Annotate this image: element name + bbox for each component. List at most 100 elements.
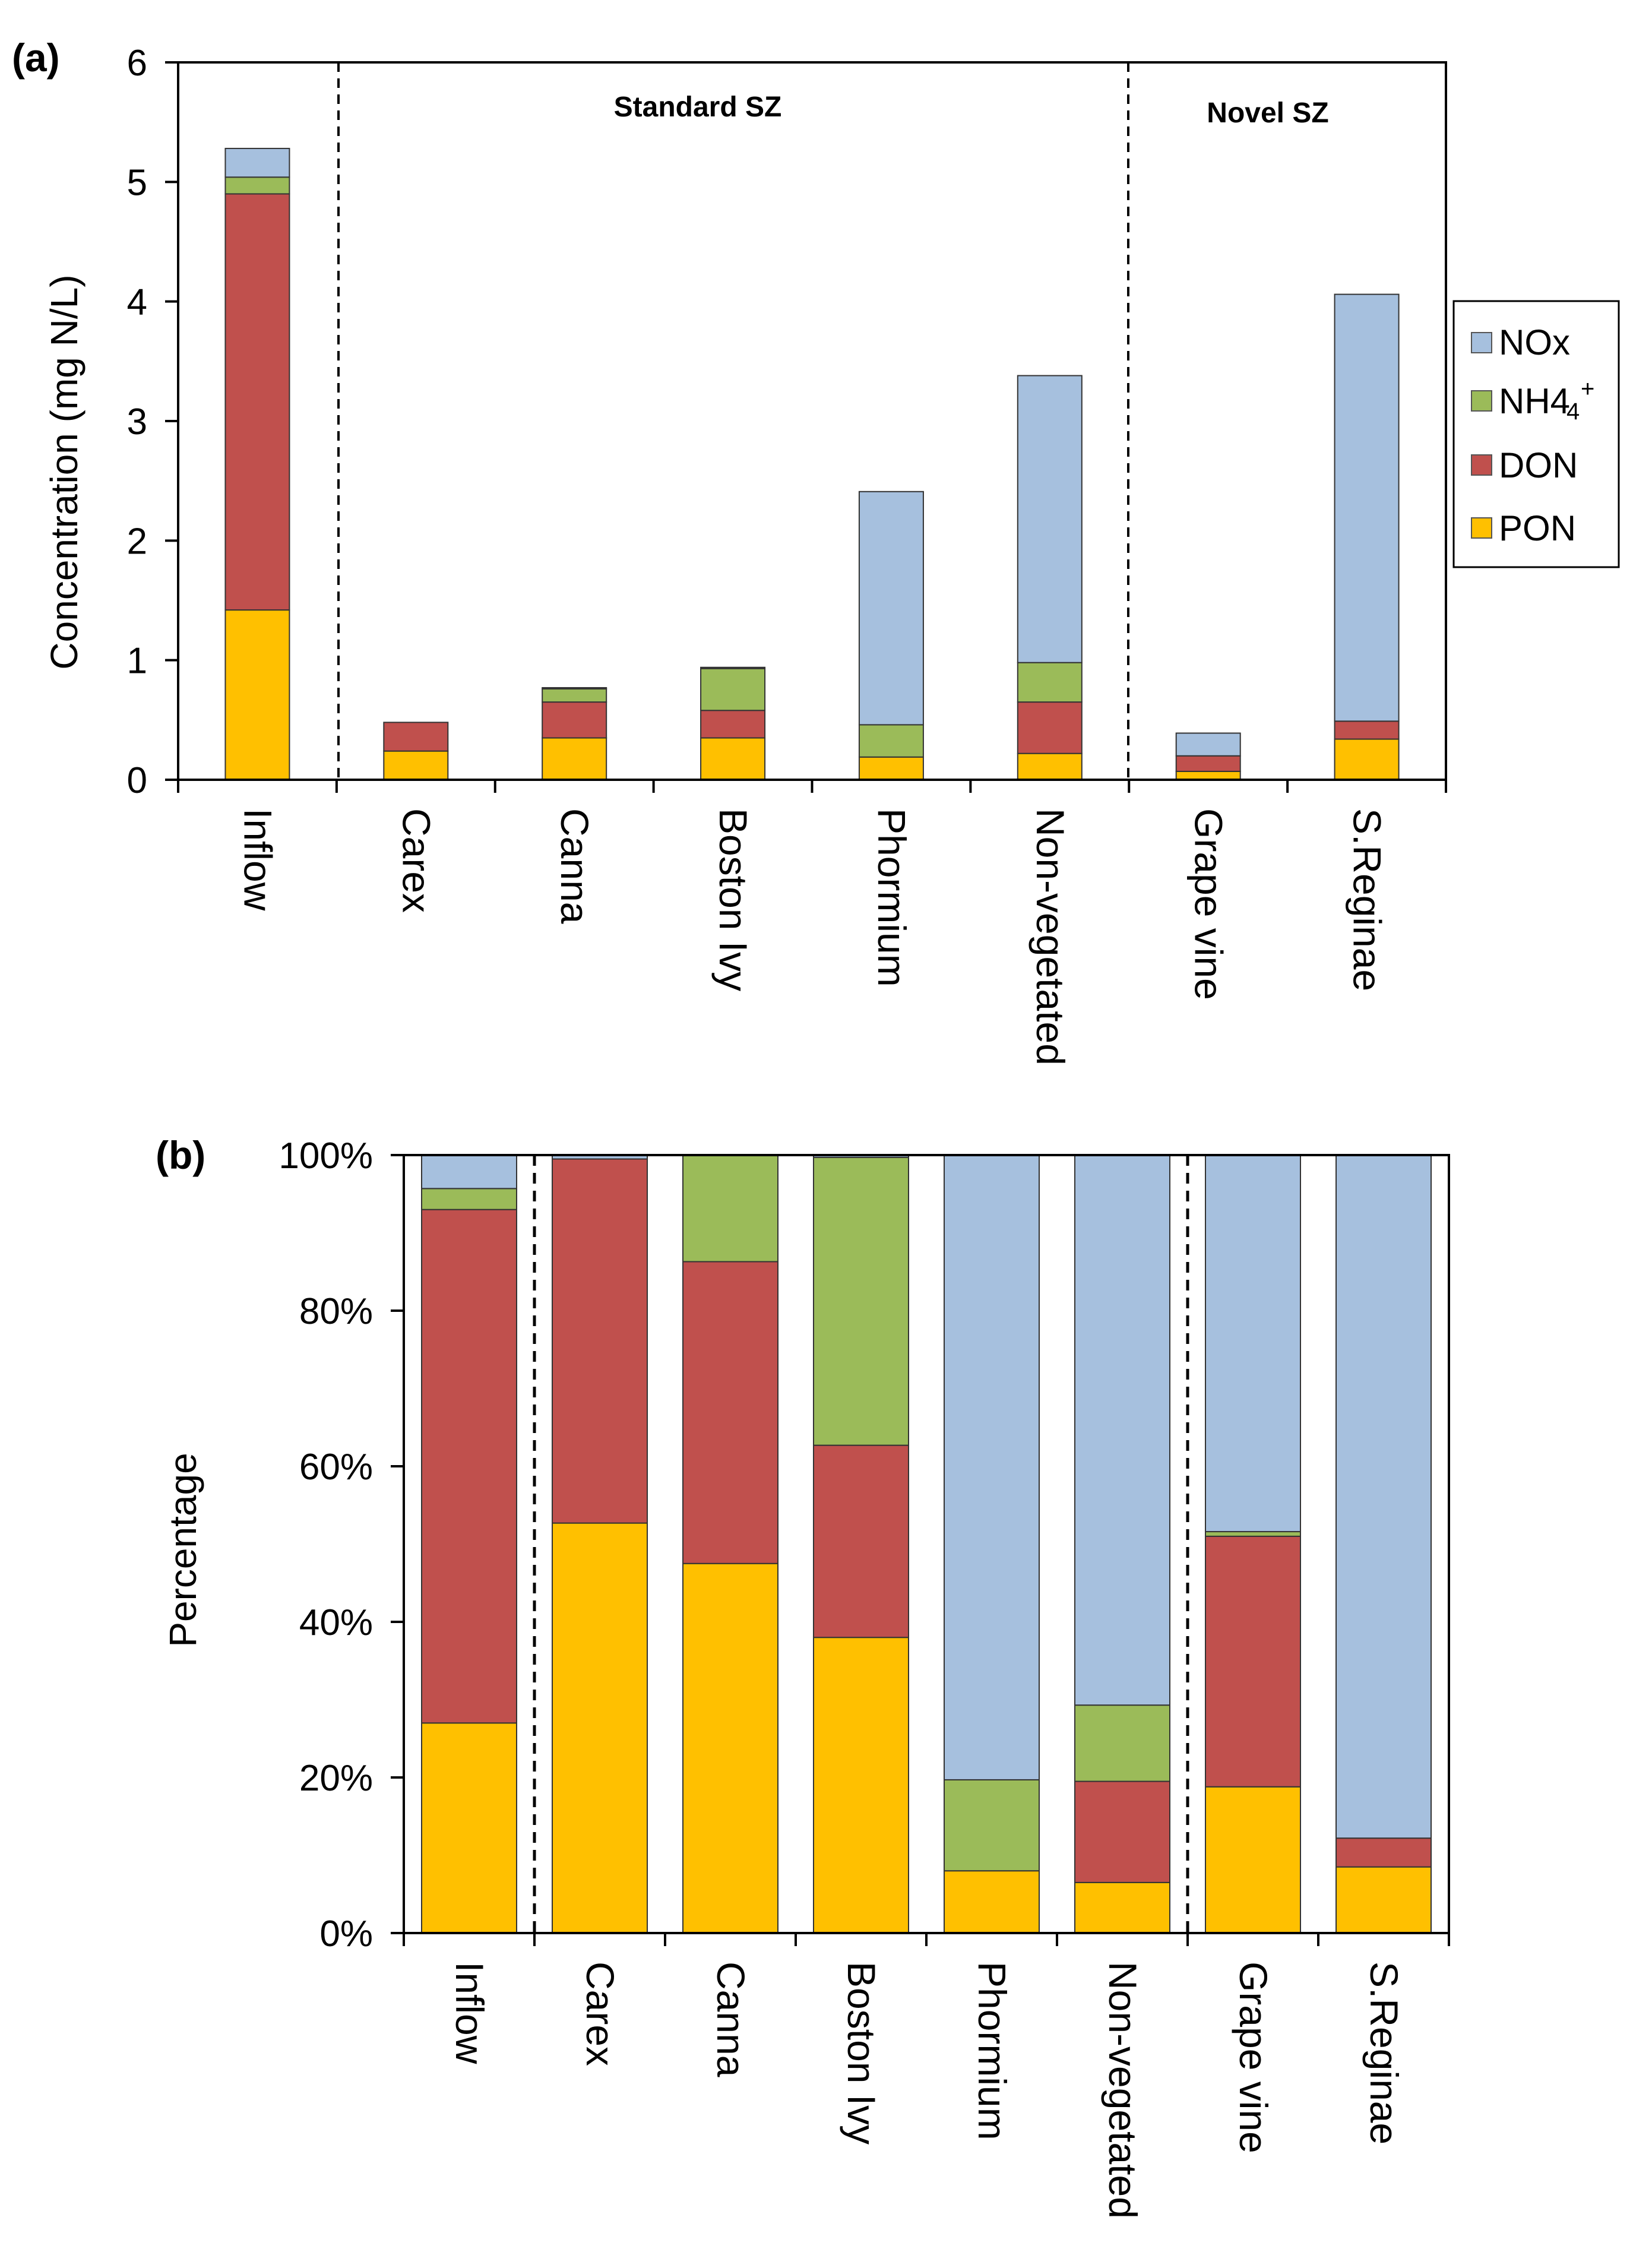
b-y-tick-label: 80% [299,1291,373,1332]
a-bar-phormium-pon [858,756,924,781]
a-category-label-s-reginae: S.Reginae [1346,808,1390,991]
b-bar-canna-don [682,1261,778,1564]
a-bar-inflow-nox [224,147,290,178]
a-y-tick-label: 1 [127,641,147,682]
legend-label-nox: NOx [1499,322,1570,362]
panel-a-y-axis-title: Concentration (mg N/L) [43,274,86,669]
a-bar-grape-vine-nox [1175,732,1241,757]
panel-a-bars [224,147,1400,781]
a-bar-canna-nh4 [542,688,607,703]
a-bar-inflow-don [224,193,290,611]
b-category-label-phormium: Phormium [970,1962,1014,2140]
b-bar-s-reginae-nox [1335,1154,1432,1839]
legend-swatch-nh4 [1471,390,1492,412]
a-category-label-non-vegetated: Non-vegetated [1028,808,1072,1065]
a-bar-grape-vine-don [1175,755,1241,772]
a-y-tick-label: 6 [127,43,147,84]
a-y-tick-label: 5 [127,162,147,203]
a-bar-phormium-nox [858,491,924,726]
b-bar-grape-vine-don [1205,1535,1301,1788]
a-bar-boston-ivy-pon [700,737,766,780]
panel-b-label: (b) [156,1133,205,1177]
a-bar-grape-vine-pon [1175,770,1241,780]
b-bar-s-reginae-pon [1335,1866,1432,1934]
a-bar-canna-pon [542,737,607,780]
legend-label-nh4-superscript: + [1581,376,1594,402]
legend-swatch-don [1471,454,1492,476]
b-category-label-non-vegetated: Non-vegetated [1101,1962,1145,2219]
b-category-label-s-reginae: S.Reginae [1362,1962,1406,2144]
panel-a-label: (a) [12,36,60,80]
b-bar-grape-vine-nox [1205,1154,1301,1533]
legend-label-nh4-subscript: 4 [1566,398,1580,425]
b-bar-canna-pon [682,1562,778,1934]
panel-b-x-ticks [403,1933,1450,1946]
chart-b: (b) Percentage 0% 20% 40% 60% 80% 100% Inflow… [156,1133,1450,2219]
a-bar-non-vegetated-nox [1017,375,1083,663]
a-category-label-inflow: Inflow [236,808,280,911]
a-y-tick-label: 0 [127,760,147,801]
b-category-label-grape-vine: Grape vine [1232,1962,1276,2153]
b-y-tick-label: 60% [299,1447,373,1488]
b-bar-grape-vine-nh4 [1205,1531,1301,1537]
a-bar-s-reginae-nox [1334,293,1400,722]
a-category-label-carex: Carex [394,808,438,913]
b-bar-phormium-nh4 [944,1779,1040,1872]
a-bar-carex-pon [383,750,449,781]
b-bar-inflow-nh4 [421,1188,517,1210]
b-bar-grape-vine-pon [1205,1786,1301,1934]
b-bar-non-vegetated-nh4 [1074,1704,1170,1782]
panel-b-bars [421,1154,1432,1934]
legend: NOx NH4 4 + DON PON [1452,300,1620,568]
b-bar-non-vegetated-don [1074,1780,1170,1883]
b-bar-s-reginae-don [1335,1837,1432,1868]
a-y-tick-label: 4 [127,282,147,323]
b-bar-inflow-don [421,1209,517,1724]
a-bar-non-vegetated-pon [1017,752,1083,780]
a-bar-phormium-nh4 [858,724,924,758]
b-category-label-carex: Carex [578,1962,622,2066]
a-bar-s-reginae-pon [1334,738,1400,780]
b-bar-phormium-pon [944,1870,1040,1934]
a-bar-canna-nox [542,687,607,689]
panel-a-category-labels: Inflow Carex Canna Boston Ivy Phormium Non-ve… [236,808,1389,1065]
b-bar-non-vegetated-nox [1074,1154,1170,1706]
b-category-label-inflow: Inflow [448,1962,492,2064]
b-bar-canna-nh4 [682,1154,778,1263]
b-y-tick-label: 100% [279,1135,373,1176]
b-bar-boston-ivy-don [813,1444,909,1638]
b-bar-boston-ivy-pon [813,1637,909,1934]
a-bar-inflow-pon [224,609,290,781]
legend-swatch-nox [1471,332,1492,353]
legend-label-don: DON [1499,445,1578,485]
legend-label-nh4-main: NH4 [1499,381,1570,421]
panel-a-x-ticks [177,780,1447,793]
b-y-tick-label: 0% [319,1913,373,1954]
a-bar-boston-ivy-nox [700,666,766,669]
b-bar-carex-pon [552,1522,648,1934]
b-y-tick-label: 20% [299,1758,373,1799]
group-label-novel-sz: Novel SZ [1207,97,1328,129]
legend-label-pon: PON [1499,508,1576,548]
legend-swatch-pon [1471,517,1492,539]
b-bar-inflow-pon [421,1722,517,1934]
a-bar-non-vegetated-nh4 [1017,662,1083,703]
b-bar-non-vegetated-pon [1074,1881,1170,1934]
a-bar-s-reginae-don [1334,720,1400,740]
b-bar-boston-ivy-nh4 [813,1156,909,1446]
panel-b-y-axis-title: Percentage [162,1453,204,1647]
a-category-label-grape-vine: Grape vine [1187,808,1231,1000]
a-category-label-phormium: Phormium [870,808,914,987]
a-y-tick-label: 3 [127,401,147,442]
b-category-label-canna: Canna [709,1962,753,2077]
a-bar-inflow-nh4 [224,176,290,195]
b-y-tick-label: 40% [299,1602,373,1643]
panel-b-category-labels: Inflow Carex Canna Boston Ivy Phormium Non-ve… [448,1962,1406,2219]
group-label-standard-sz: Standard SZ [614,91,782,123]
b-bar-carex-don [552,1158,648,1524]
a-bar-boston-ivy-don [700,710,766,739]
a-category-label-boston-ivy: Boston Ivy [711,808,755,991]
b-category-label-boston-ivy: Boston Ivy [840,1962,884,2144]
a-bar-carex-don [383,722,449,752]
